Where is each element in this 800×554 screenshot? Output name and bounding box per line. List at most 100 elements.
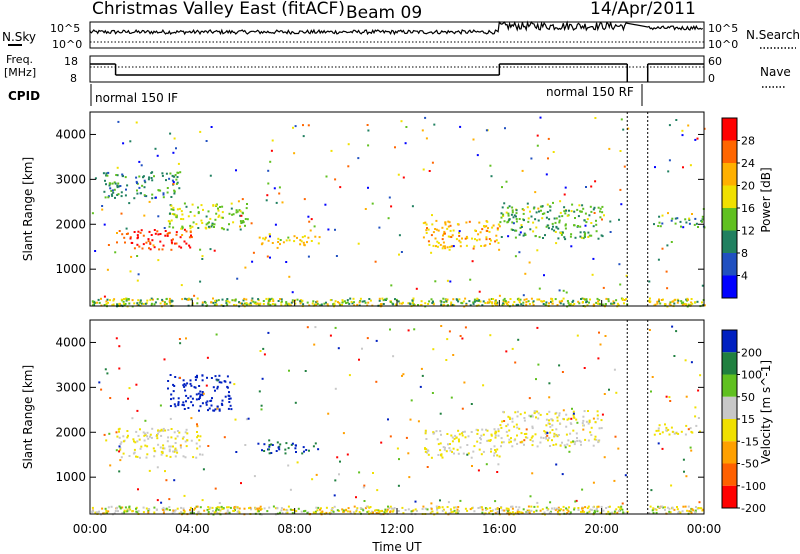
echo-cell: [580, 443, 582, 446]
echo-cell: [518, 251, 521, 254]
echo-cell: [303, 450, 305, 453]
echo-cell: [199, 248, 202, 251]
echo-cell: [199, 453, 201, 456]
echo-cell: [585, 420, 588, 423]
echo-cell: [533, 410, 536, 413]
echo-cell: [584, 224, 587, 227]
echo-cell: [341, 299, 344, 302]
echo-cell: [233, 383, 236, 386]
echo-cell: [581, 422, 584, 425]
echo-cell: [294, 302, 297, 305]
echo-cell: [530, 509, 533, 512]
echo-cell: [267, 182, 270, 185]
echo-cell: [165, 507, 168, 510]
echo-cell: [543, 300, 545, 303]
echo-cell: [427, 453, 430, 456]
echo-cell: [358, 471, 361, 474]
echo-cell: [405, 126, 408, 128]
echo-cell: [201, 303, 204, 306]
echo-cell: [136, 243, 139, 246]
echo-cell: [495, 431, 498, 434]
echo-cell: [452, 245, 455, 248]
echo-cell: [199, 393, 202, 396]
echo-cell: [573, 224, 576, 227]
echo-cell: [558, 412, 561, 415]
echo-cell: [260, 408, 263, 411]
echo-cell: [481, 304, 484, 307]
echo-cell: [498, 248, 501, 251]
echo-cell: [122, 142, 125, 145]
echo-cell: [424, 221, 427, 224]
echo-cell: [185, 298, 188, 301]
echo-cell: [380, 510, 383, 513]
echo-cell: [123, 298, 125, 300]
echo-cell: [586, 511, 589, 514]
echo-cell: [115, 431, 118, 434]
echo-cell: [213, 409, 216, 412]
echo-cell: [582, 207, 585, 210]
echo-cell: [281, 512, 284, 514]
echo-cell: [485, 509, 488, 512]
echo-cell: [317, 448, 320, 451]
echo-cell: [288, 239, 291, 242]
x-axis-label: Time UT: [371, 540, 422, 554]
echo-cell: [355, 510, 358, 513]
echo-cell: [428, 300, 431, 303]
echo-cell: [490, 175, 493, 178]
echo-cell: [673, 508, 676, 511]
echo-cell: [176, 171, 179, 174]
echo-cell: [592, 481, 595, 484]
echo-cell: [341, 304, 343, 306]
echo-cell: [457, 429, 460, 432]
echo-cell: [173, 192, 176, 195]
echo-cell: [236, 506, 239, 509]
echo-cell: [584, 506, 587, 509]
echo-cell: [440, 300, 443, 303]
echo-cell: [658, 221, 661, 224]
echo-cell: [136, 279, 139, 282]
echo-cell: [678, 510, 680, 513]
echo-cell: [191, 225, 194, 228]
echo-cell: [512, 216, 515, 219]
echo-cell: [427, 228, 430, 231]
echo-cell: [494, 449, 496, 451]
echo-cell: [463, 381, 466, 384]
echo-cell: [532, 207, 535, 210]
echo-cell: [216, 506, 219, 509]
echo-cell: [178, 338, 181, 340]
echo-cell: [296, 461, 299, 464]
echo-cell: [235, 211, 238, 214]
echo-cell: [522, 294, 525, 297]
echo-cell: [124, 176, 127, 179]
echo-cell: [511, 211, 514, 214]
echo-cell: [543, 212, 546, 215]
echo-cell: [625, 298, 628, 300]
echo-cell: [594, 180, 597, 183]
echo-cell: [485, 428, 487, 431]
echo-cell: [230, 408, 233, 411]
echo-cell: [94, 177, 97, 180]
echo-cell: [196, 302, 199, 305]
echo-cell: [548, 422, 551, 425]
echo-cell: [197, 212, 200, 215]
echo-cell: [665, 270, 668, 273]
echo-cell: [163, 510, 165, 513]
echo-cell: [282, 241, 285, 244]
echo-cell: [147, 511, 150, 514]
echo-cell: [229, 404, 232, 407]
echo-cell: [466, 237, 469, 240]
echo-cell: [505, 180, 508, 183]
echo-cell: [513, 214, 516, 217]
echo-cell: [107, 506, 110, 509]
echo-cell: [165, 179, 167, 182]
echo-cell: [419, 304, 422, 307]
echo-cell: [449, 449, 452, 452]
echo-cell: [201, 258, 204, 260]
echo-cell: [532, 300, 535, 303]
echo-cell: [115, 337, 118, 340]
echo-cell: [228, 223, 230, 226]
echo-cell: [289, 508, 292, 511]
echo-cell: [304, 509, 307, 512]
echo-cell: [136, 189, 138, 192]
echo-cell: [221, 507, 224, 510]
